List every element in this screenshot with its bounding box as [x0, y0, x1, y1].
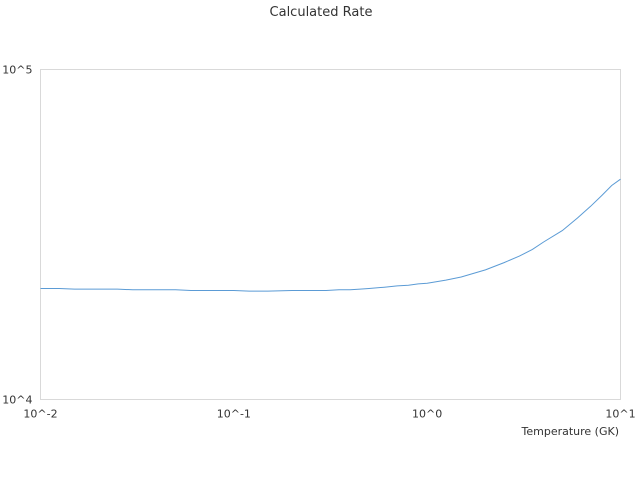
x-axis-ticks: 10^-2 10^-1 10^0 10^1 — [23, 408, 635, 421]
chart-title: Calculated Rate — [270, 5, 373, 20]
plot-area-frame — [40, 69, 621, 400]
x-tick-label: 10^-2 — [23, 408, 57, 421]
x-tick-label: 10^-1 — [217, 408, 251, 421]
x-tick-label: 10^0 — [412, 408, 442, 421]
y-tick-label: 10^4 — [2, 394, 32, 407]
series-layer — [40, 178, 621, 292]
x-axis-title: Temperature (GK) — [521, 425, 620, 438]
y-tick-label: 10^5 — [2, 64, 32, 77]
y-axis-ticks: 10^4 10^5 — [2, 64, 32, 407]
x-tick-label: 10^1 — [605, 408, 635, 421]
series-line-0 — [40, 178, 621, 292]
